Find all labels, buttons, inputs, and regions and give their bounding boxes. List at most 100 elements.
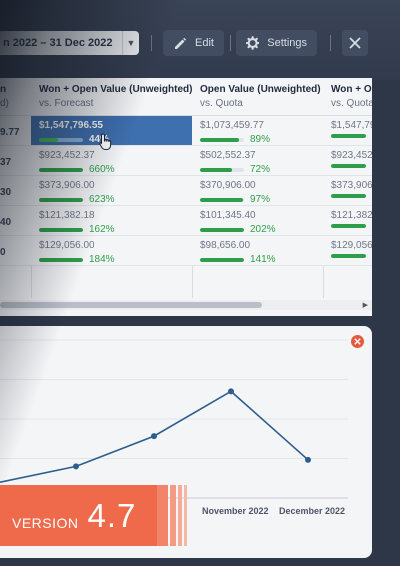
progress-bar	[200, 167, 244, 172]
progress-bar	[200, 197, 244, 202]
table-cell[interactable]: 40	[0, 206, 31, 236]
x-tick-label: November 2022	[202, 506, 269, 516]
table-cell[interactable]: $129,056.00 184%	[31, 236, 192, 266]
cell-percent: 623%	[89, 194, 115, 205]
version-label: VERSION	[12, 514, 79, 531]
progress-fill	[331, 254, 366, 258]
data-point[interactable]	[73, 463, 79, 470]
progress-fill	[200, 137, 240, 142]
progress-fill	[200, 197, 243, 202]
edit-button[interactable]: Edit	[163, 30, 224, 56]
data-point[interactable]	[228, 388, 234, 395]
progress-fill	[200, 227, 244, 232]
column-title: Won + Op	[331, 84, 372, 95]
progress-bar	[331, 134, 366, 138]
table-cell[interactable]: $502,552.37 72%	[192, 146, 323, 176]
scrollbar-thumb[interactable]	[0, 302, 262, 308]
settings-button[interactable]: Settings	[236, 30, 317, 56]
table-column: Won + Open Value (Unweighted) vs. Forecas…	[31, 78, 192, 298]
table-cell[interactable]: $121,382.	[323, 206, 372, 236]
progress-bar	[200, 227, 244, 232]
cell-percent: 141%	[250, 254, 276, 265]
table-cell[interactable]: $101,345.40 202%	[192, 206, 323, 236]
table-cell[interactable]: 37	[0, 146, 31, 176]
table-cell[interactable]: $1,073,459.77 89%	[192, 116, 323, 146]
remove-chart-button[interactable]	[351, 335, 364, 348]
table-cell[interactable]: $373,906.00 623%	[31, 176, 192, 206]
progress-fill	[331, 194, 366, 198]
cell-value: $1,547,79	[331, 120, 372, 131]
table-cell[interactable]: $370,906.00 97%	[192, 176, 323, 206]
progress-fill	[200, 167, 232, 172]
table-cell[interactable]: $129,056.	[323, 236, 372, 266]
cell-percent: 162%	[89, 224, 115, 235]
scroll-right-icon[interactable]: ▶	[362, 302, 368, 309]
cell-value: $373,906.	[331, 180, 372, 191]
chevron-down-icon: ▼	[122, 31, 139, 55]
column-header[interactable]: Won + Open Value (Unweighted) vs. Forecas…	[31, 78, 192, 116]
table-column: Open Value (Unweighted) vs. Quota $1,073,4…	[192, 78, 323, 298]
close-icon	[349, 37, 361, 49]
progress-bar	[200, 137, 244, 142]
cell-value: $121,382.	[331, 210, 372, 221]
progress-fill	[331, 164, 366, 168]
close-button[interactable]	[342, 30, 368, 56]
horizontal-scrollbar[interactable]: ▶	[0, 300, 372, 310]
column-subtitle: vs. Quota	[331, 98, 372, 109]
progress-bar	[39, 197, 83, 202]
column-header[interactable]: Won + Op vs. Quota	[323, 78, 372, 116]
progress-fill	[39, 257, 83, 262]
cell-value: $923,452.37	[39, 150, 95, 161]
hand-cursor-icon	[99, 133, 112, 150]
table-cell[interactable]: $373,906.	[323, 176, 372, 206]
version-number: 4.7	[87, 496, 137, 534]
table-column-partial: n d) 9.77 37 30 40 0	[0, 78, 31, 298]
progress-bar	[331, 224, 366, 228]
badge-stripe	[184, 485, 187, 546]
toolbar-divider	[330, 35, 331, 51]
table-cell[interactable]: 0	[0, 236, 31, 266]
progress-fill	[39, 137, 59, 142]
edit-label: Edit	[195, 37, 214, 49]
settings-label: Settings	[267, 37, 307, 49]
cell-percent: 202%	[250, 224, 276, 235]
badge-stripe	[170, 485, 176, 546]
progress-fill	[39, 167, 83, 172]
close-icon	[354, 338, 361, 345]
column-header: n d)	[0, 78, 31, 116]
table-cell[interactable]: $1,547,79	[323, 116, 372, 146]
progress-fill	[331, 134, 366, 138]
date-range-value: n 2022 – 31 Dec 2022	[3, 37, 113, 49]
data-point[interactable]	[305, 456, 311, 463]
cell-value: $98,656.00	[200, 240, 251, 251]
x-tick-label: December 2022	[279, 506, 346, 516]
progress-bar	[331, 164, 366, 168]
badge-stripe	[178, 485, 182, 546]
date-range-select[interactable]: n 2022 – 31 Dec 2022 ▼	[0, 31, 139, 55]
toolbar-divider	[151, 35, 152, 51]
badge-stripe	[157, 485, 168, 546]
progress-fill	[39, 227, 83, 232]
cell-value: $1,547,796.55	[39, 120, 103, 131]
cell-value: $923,452	[331, 150, 372, 161]
cell-percent: 72%	[250, 164, 271, 175]
cell-value: $101,345.40	[200, 210, 256, 221]
cell-value: $502,552.37	[200, 150, 256, 161]
table-cell[interactable]: 9.77	[0, 116, 31, 146]
column-subtitle: vs. Quota	[200, 98, 243, 109]
column-title: Open Value (Unweighted)	[200, 84, 321, 95]
table-cell[interactable]: $98,656.00 141%	[192, 236, 323, 266]
progress-fill	[200, 257, 244, 262]
table-cell[interactable]: 30	[0, 176, 31, 206]
progress-fill	[331, 224, 366, 228]
table-cell[interactable]: $121,382.18 162%	[31, 206, 192, 236]
progress-bar	[39, 257, 83, 262]
cell-percent: 660%	[89, 164, 115, 175]
table-cell[interactable]: $923,452	[323, 146, 372, 176]
data-point[interactable]	[151, 433, 157, 440]
cell-value: $373,906.00	[39, 180, 95, 191]
cell-percent: 89%	[250, 134, 271, 145]
cell-value: $121,382.18	[39, 210, 95, 221]
column-subtitle: vs. Forecast	[39, 98, 94, 109]
column-header[interactable]: Open Value (Unweighted) vs. Quota	[192, 78, 323, 116]
